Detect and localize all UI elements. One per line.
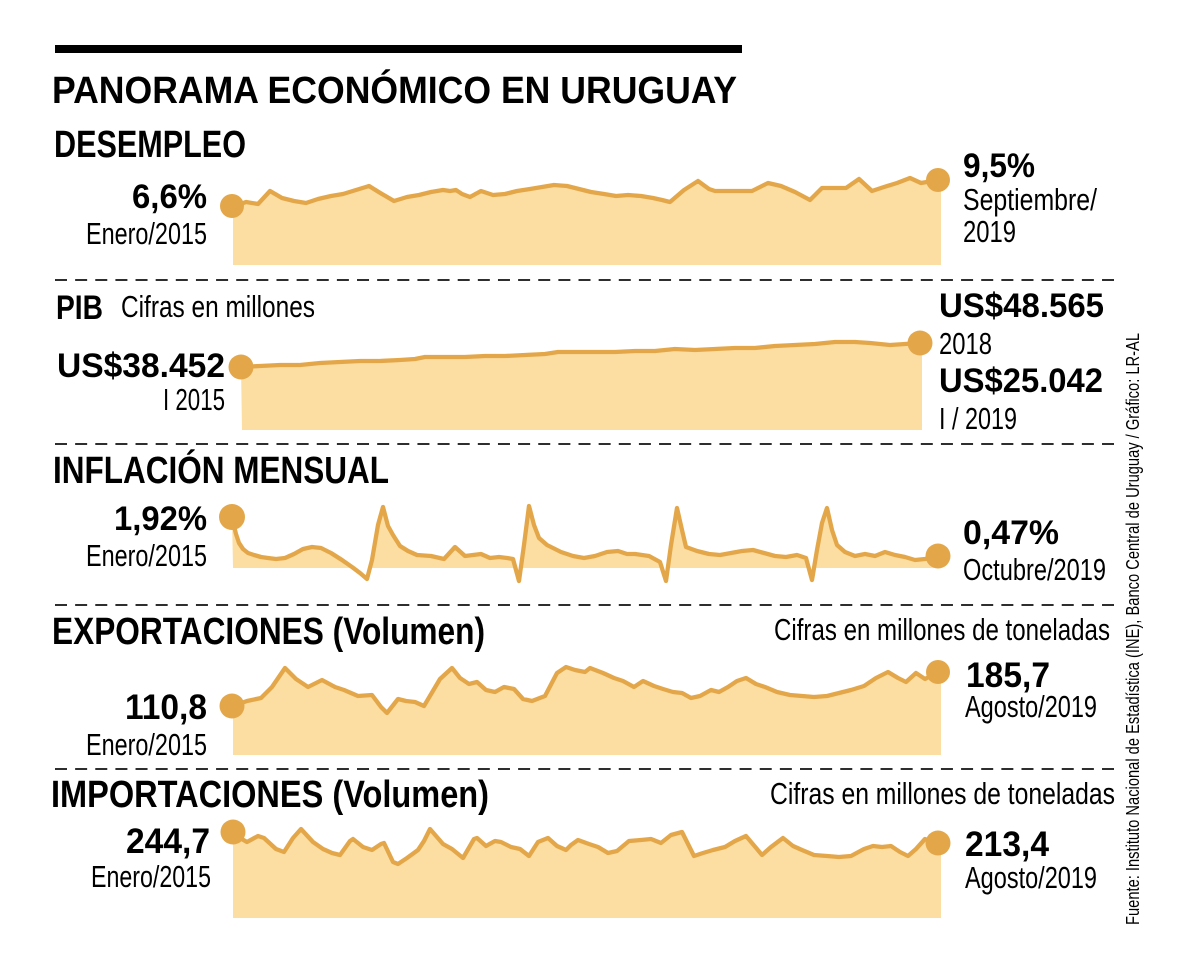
svg-text:Enero/2015: Enero/2015 — [86, 538, 207, 573]
svg-text:DESEMPLEO: DESEMPLEO — [54, 124, 246, 166]
svg-text:Enero/2015: Enero/2015 — [86, 727, 207, 762]
svg-text:Cifras en millones: Cifras en millones — [121, 289, 315, 324]
svg-text:Fuente: Instituto Nacional de: Fuente: Instituto Nacional de Estadístic… — [1123, 333, 1143, 925]
svg-text:INFLACIÓN MENSUAL: INFLACIÓN MENSUAL — [53, 448, 389, 492]
svg-text:185,7: 185,7 — [966, 656, 1050, 695]
svg-text:I 2015: I 2015 — [163, 382, 225, 417]
svg-text:US$38.452: US$38.452 — [57, 347, 225, 385]
svg-text:213,4: 213,4 — [965, 825, 1050, 864]
svg-text:EXPORTACIONES (Volumen): EXPORTACIONES (Volumen) — [52, 611, 485, 653]
svg-text:Cifras en millones de tonelada: Cifras en millones de toneladas — [774, 612, 1110, 647]
svg-text:Agosto/2019: Agosto/2019 — [965, 860, 1097, 895]
svg-text:2019: 2019 — [963, 214, 1016, 249]
svg-text:1,92%: 1,92% — [114, 500, 207, 538]
svg-text:I / 2019: I / 2019 — [939, 401, 1017, 436]
svg-text:9,5%: 9,5% — [963, 147, 1035, 185]
svg-text:Agosto/2019: Agosto/2019 — [965, 689, 1097, 724]
svg-text:US$48.565: US$48.565 — [939, 287, 1104, 325]
svg-text:Enero/2015: Enero/2015 — [91, 859, 211, 894]
svg-text:6,6%: 6,6% — [132, 178, 207, 216]
svg-text:IMPORTACIONES (Volumen): IMPORTACIONES (Volumen) — [51, 774, 489, 816]
svg-text:Septiembre/: Septiembre/ — [963, 182, 1097, 217]
svg-text:0,47%: 0,47% — [963, 514, 1059, 552]
svg-text:Octubre/2019: Octubre/2019 — [963, 552, 1106, 587]
svg-text:PANORAMA ECONÓMICO EN URUGUAY: PANORAMA ECONÓMICO EN URUGUAY — [52, 68, 737, 112]
svg-text:2018: 2018 — [939, 326, 992, 361]
svg-text:244,7: 244,7 — [126, 822, 210, 861]
svg-text:PIB: PIB — [56, 289, 103, 327]
svg-text:Cifras en millones de tonelada: Cifras en millones de toneladas — [770, 776, 1115, 811]
svg-text:Enero/2015: Enero/2015 — [86, 216, 207, 251]
svg-text:110,8: 110,8 — [125, 688, 207, 727]
svg-text:US$25.042: US$25.042 — [939, 362, 1103, 400]
